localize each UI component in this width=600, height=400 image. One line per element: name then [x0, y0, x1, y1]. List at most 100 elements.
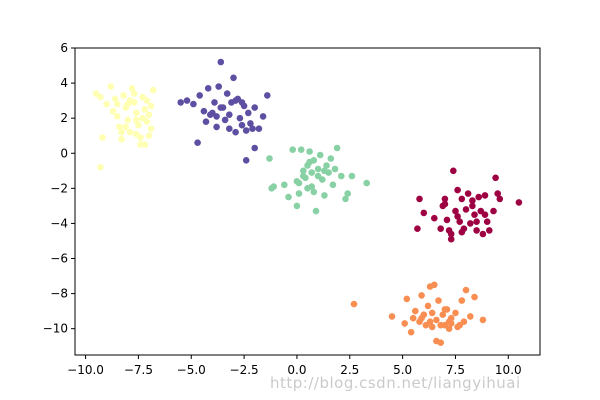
data-point-cluster-3 — [297, 146, 305, 153]
data-point-cluster-4 — [515, 199, 523, 206]
data-point-cluster-3 — [342, 195, 349, 203]
data-point-cluster-5 — [445, 325, 453, 333]
data-point-cluster-5 — [407, 328, 415, 336]
data-point-cluster-1 — [107, 83, 115, 90]
data-point-cluster-2 — [245, 109, 252, 117]
data-point-cluster-4 — [456, 218, 464, 225]
data-point-cluster-3 — [285, 193, 292, 201]
data-point-cluster-3 — [300, 167, 307, 175]
data-point-cluster-2 — [242, 157, 250, 164]
data-point-cluster-5 — [456, 321, 464, 329]
data-point-cluster-1 — [111, 95, 119, 103]
data-point-cluster-2 — [230, 74, 237, 82]
data-point-cluster-5 — [467, 313, 474, 320]
data-point-cluster-2 — [255, 125, 263, 132]
data-point-cluster-1 — [147, 102, 155, 110]
y-tick-label: −2 — [50, 181, 68, 195]
data-point-cluster-4 — [481, 192, 489, 199]
data-point-cluster-3 — [300, 172, 307, 180]
data-point-cluster-2 — [238, 99, 246, 106]
data-point-cluster-3 — [327, 155, 335, 162]
data-point-cluster-5 — [388, 313, 396, 320]
data-point-cluster-2 — [247, 120, 254, 127]
data-point-cluster-5 — [401, 320, 409, 327]
data-point-cluster-4 — [441, 195, 449, 203]
data-point-cluster-2 — [226, 111, 233, 118]
data-point-cluster-1 — [116, 123, 123, 131]
data-point-cluster-1 — [126, 128, 134, 136]
data-point-cluster-4 — [462, 206, 470, 213]
data-point-cluster-5 — [412, 307, 419, 315]
data-point-cluster-1 — [114, 113, 121, 120]
data-point-cluster-5 — [403, 295, 411, 303]
data-point-cluster-2 — [251, 104, 258, 111]
data-point-cluster-2 — [251, 144, 258, 152]
data-point-cluster-2 — [236, 114, 244, 122]
data-point-cluster-4 — [454, 186, 461, 194]
data-point-cluster-2 — [217, 58, 225, 66]
data-point-cluster-1 — [149, 86, 157, 94]
data-point-cluster-5 — [428, 309, 436, 317]
data-point-cluster-3 — [293, 202, 301, 210]
data-point-cluster-4 — [416, 195, 423, 203]
data-point-cluster-2 — [215, 83, 222, 90]
data-point-cluster-4 — [492, 174, 499, 182]
data-point-cluster-5 — [426, 318, 434, 326]
data-point-cluster-1 — [135, 121, 142, 129]
y-tick-label: −10 — [43, 322, 68, 336]
data-point-cluster-3 — [321, 192, 328, 199]
data-point-cluster-4 — [458, 228, 466, 236]
data-point-cluster-3 — [312, 207, 320, 215]
data-point-cluster-1 — [143, 97, 151, 104]
data-point-cluster-3 — [348, 172, 356, 180]
data-point-cluster-1 — [99, 134, 106, 141]
y-axis-ticks: 6 4 2 0 −2 −4 −6 −8 −10 — [43, 41, 75, 336]
data-point-cluster-1 — [97, 93, 104, 101]
data-point-cluster-2 — [204, 85, 212, 92]
y-tick-label: −8 — [50, 287, 68, 301]
data-point-cluster-3 — [314, 172, 322, 180]
data-point-cluster-5 — [452, 309, 459, 317]
data-point-cluster-3 — [329, 181, 337, 189]
data-point-cluster-5 — [350, 300, 358, 308]
data-point-cluster-3 — [333, 144, 341, 152]
data-point-cluster-4 — [458, 195, 466, 203]
data-point-cluster-3 — [316, 151, 324, 159]
data-point-cluster-1 — [114, 100, 121, 108]
data-point-cluster-3 — [293, 178, 301, 185]
data-point-cluster-4 — [443, 216, 451, 224]
data-point-cluster-2 — [213, 123, 220, 131]
data-point-cluster-3 — [308, 183, 316, 190]
data-point-cluster-5 — [418, 292, 425, 299]
data-point-cluster-2 — [226, 125, 233, 132]
data-point-cluster-1 — [130, 90, 138, 97]
data-point-cluster-4 — [469, 202, 476, 210]
y-tick-label: −6 — [50, 252, 68, 266]
data-point-cluster-4 — [479, 230, 487, 238]
data-point-cluster-4 — [452, 207, 459, 215]
data-point-cluster-4 — [473, 227, 480, 234]
data-point-cluster-3 — [310, 188, 318, 196]
data-point-cluster-5 — [424, 302, 432, 310]
data-point-cluster-2 — [232, 128, 239, 136]
data-point-cluster-1 — [118, 135, 125, 143]
data-point-cluster-2 — [249, 125, 256, 132]
data-point-cluster-1 — [139, 114, 146, 122]
data-points — [92, 58, 523, 347]
data-point-cluster-2 — [196, 92, 203, 99]
data-point-cluster-4 — [483, 218, 491, 225]
data-point-cluster-4 — [447, 230, 455, 238]
data-point-cluster-3 — [308, 169, 316, 176]
data-point-cluster-1 — [137, 141, 144, 148]
data-point-cluster-4 — [496, 195, 504, 203]
data-point-cluster-5 — [441, 306, 449, 313]
data-point-cluster-2 — [259, 113, 267, 120]
data-point-cluster-4 — [473, 218, 480, 225]
data-point-cluster-4 — [441, 200, 449, 208]
data-point-cluster-2 — [211, 99, 218, 106]
y-tick-label: 0 — [60, 146, 68, 160]
data-point-cluster-1 — [126, 97, 134, 104]
data-point-cluster-3 — [289, 146, 297, 153]
data-point-cluster-3 — [363, 179, 371, 187]
data-point-cluster-4 — [481, 211, 489, 218]
